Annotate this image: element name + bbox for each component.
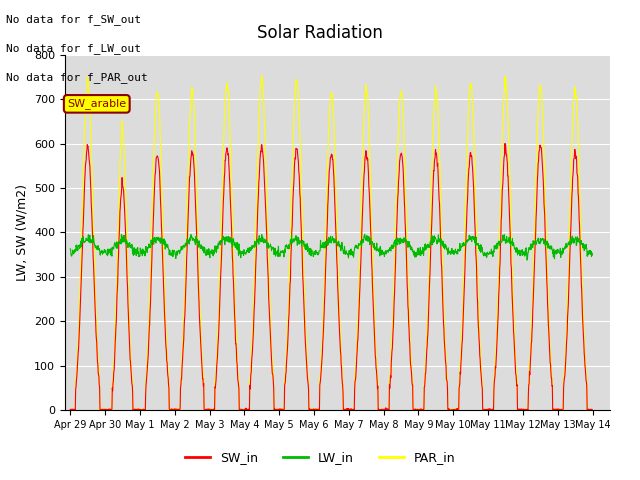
Legend: SW_in, LW_in, PAR_in: SW_in, LW_in, PAR_in [180, 446, 460, 469]
Text: Solar Radiation: Solar Radiation [257, 24, 383, 42]
Text: SW_arable: SW_arable [67, 98, 126, 109]
Y-axis label: LW, SW (W/m2): LW, SW (W/m2) [15, 184, 29, 281]
Text: No data for f_SW_out: No data for f_SW_out [6, 14, 141, 25]
Text: No data for f_PAR_out: No data for f_PAR_out [6, 72, 148, 83]
Text: No data for f_LW_out: No data for f_LW_out [6, 43, 141, 54]
